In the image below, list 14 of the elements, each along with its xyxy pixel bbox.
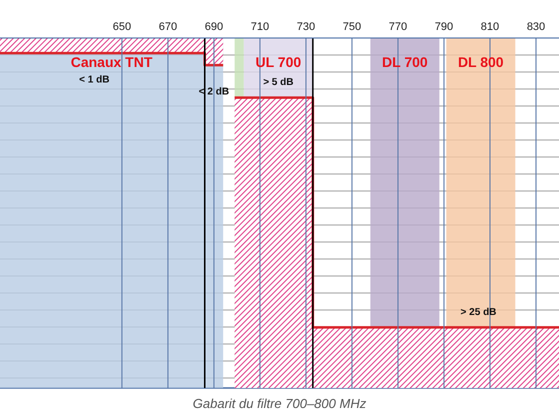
annotation: > 5 dB [263,77,294,88]
text: Gabarit du filtre 700–800 MHz [192,396,368,411]
x-tick-label: 670 [158,21,178,33]
x-tick-label: 750 [342,21,362,33]
x-tick-label: 790 [434,21,454,33]
x-tick-label: 830 [526,21,546,33]
annotation: < 1 dB [79,74,110,86]
x-tick-label: 710 [250,21,270,33]
band-label: Canaux TNT [70,54,153,70]
x-tick-label: 690 [204,21,224,33]
x-tick-label: 810 [480,21,500,33]
x-tick-label: 770 [388,21,408,33]
x-tick-label: 650 [112,21,132,33]
x-tick-label: 730 [296,21,316,33]
